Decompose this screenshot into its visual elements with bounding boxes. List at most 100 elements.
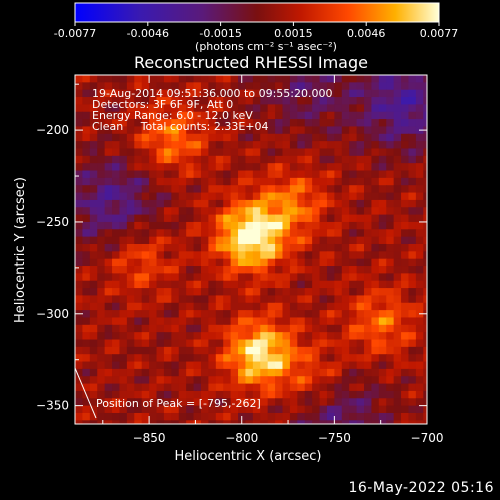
- heatmap-cell: [319, 192, 328, 201]
- heatmap-cell: [267, 332, 276, 341]
- heatmap-cell: [267, 251, 276, 260]
- heatmap-cell: [82, 243, 91, 252]
- heatmap-cell: [282, 89, 291, 98]
- heatmap-cell: [282, 354, 291, 363]
- heatmap-cell: [82, 339, 91, 348]
- heatmap-cell: [230, 119, 239, 128]
- heatmap-cell: [415, 251, 424, 260]
- heatmap-cell: [230, 368, 239, 377]
- heatmap-cell: [289, 266, 298, 274]
- heatmap-cell: [312, 111, 321, 120]
- heatmap-cell: [356, 273, 365, 282]
- heatmap-cell: [386, 302, 395, 311]
- heatmap-cell: [252, 390, 261, 399]
- heatmap-cell: [149, 82, 158, 91]
- heatmap-cell: [364, 236, 373, 245]
- heatmap-cell: [341, 97, 350, 105]
- heatmap-cell: [289, 229, 298, 238]
- heatmap-cell: [349, 324, 358, 333]
- heatmap-cell: [82, 119, 91, 128]
- heatmap-cell: [371, 214, 380, 223]
- heatmap-cell: [393, 361, 402, 370]
- heatmap-cell: [408, 420, 417, 424]
- heatmap-cell: [178, 251, 187, 260]
- heatmap-cell: [119, 97, 128, 105]
- heatmap-cell: [200, 97, 209, 105]
- heatmap-cell: [134, 420, 143, 424]
- heatmap-cell: [238, 236, 247, 245]
- heatmap-cell: [356, 170, 365, 179]
- heatmap-cell: [304, 141, 313, 150]
- heatmap-cell: [223, 288, 232, 297]
- heatmap-cell: [289, 177, 298, 186]
- heatmap-cell: [326, 133, 335, 142]
- heatmap-cell: [245, 126, 254, 135]
- heatmap-cell: [171, 273, 180, 282]
- heatmap-cell: [208, 192, 217, 201]
- heatmap-cell: [149, 280, 158, 289]
- heatmap-cell: [334, 111, 343, 120]
- heatmap-cell: [186, 163, 195, 172]
- heatmap-cell: [163, 390, 172, 399]
- heatmap-cell: [364, 141, 373, 150]
- heatmap-cell: [423, 258, 427, 267]
- heatmap-cell: [215, 229, 224, 238]
- heatmap-cell: [245, 317, 254, 326]
- heatmap-cell: [386, 339, 395, 348]
- heatmap-cell: [297, 148, 306, 157]
- heatmap-cell: [282, 229, 291, 238]
- heatmap-cell: [208, 155, 217, 164]
- heatmap-cell: [215, 317, 224, 326]
- annotations: 19-Aug-2014 09:51:36.000 to 09:55:20.000…: [92, 87, 333, 133]
- heatmap-cell: [126, 398, 135, 407]
- heatmap-cell: [119, 280, 128, 289]
- heatmap-cell: [89, 221, 98, 230]
- heatmap-cell: [304, 273, 313, 282]
- heatmap-cell: [238, 163, 247, 172]
- heatmap-cell: [186, 295, 195, 304]
- heatmap-cell: [104, 302, 113, 311]
- heatmap-cell: [245, 288, 254, 297]
- heatmap-cell: [208, 75, 217, 83]
- heatmap-cell: [171, 97, 180, 105]
- heatmap-cell: [126, 133, 135, 142]
- heatmap-cell: [356, 405, 365, 414]
- heatmap-cell: [371, 126, 380, 135]
- heatmap-cell: [156, 258, 165, 267]
- heatmap-cell: [408, 376, 417, 385]
- heatmap-cell: [282, 221, 291, 230]
- heatmap-cell: [289, 295, 298, 304]
- heatmap-cell: [156, 148, 165, 157]
- heatmap-cell: [193, 405, 202, 414]
- heatmap-cell: [200, 163, 209, 172]
- heatmap-cell: [371, 97, 380, 105]
- heatmap-cell: [156, 104, 165, 113]
- heatmap-cell: [126, 346, 135, 355]
- heatmap-cell: [378, 390, 387, 399]
- heatmap-cell: [89, 185, 98, 194]
- heatmap-cell: [356, 75, 365, 83]
- heatmap-cell: [408, 236, 417, 245]
- heatmap-cell: [200, 133, 209, 142]
- heatmap-cell: [386, 170, 395, 179]
- heatmap-cell: [245, 383, 254, 392]
- heatmap-cell: [349, 243, 358, 252]
- heatmap-cell: [89, 288, 98, 297]
- heatmap-cell: [326, 354, 335, 363]
- heatmap-cell: [141, 163, 150, 172]
- heatmap-cell: [178, 310, 187, 319]
- heatmap-cell: [289, 141, 298, 150]
- heatmap-cell: [275, 405, 284, 414]
- heatmap-cell: [208, 346, 217, 355]
- heatmap-cell: [126, 170, 135, 179]
- heatmap-cell: [289, 221, 298, 230]
- heatmap-cell: [334, 288, 343, 297]
- heatmap-cell: [178, 126, 187, 135]
- heatmap-cell: [89, 390, 98, 399]
- heatmap-cell: [408, 361, 417, 370]
- heatmap-cell: [245, 229, 254, 238]
- heatmap-cell: [304, 170, 313, 179]
- heatmap-cell: [171, 243, 180, 252]
- heatmap-cell: [415, 258, 424, 267]
- heatmap-cell: [141, 324, 150, 333]
